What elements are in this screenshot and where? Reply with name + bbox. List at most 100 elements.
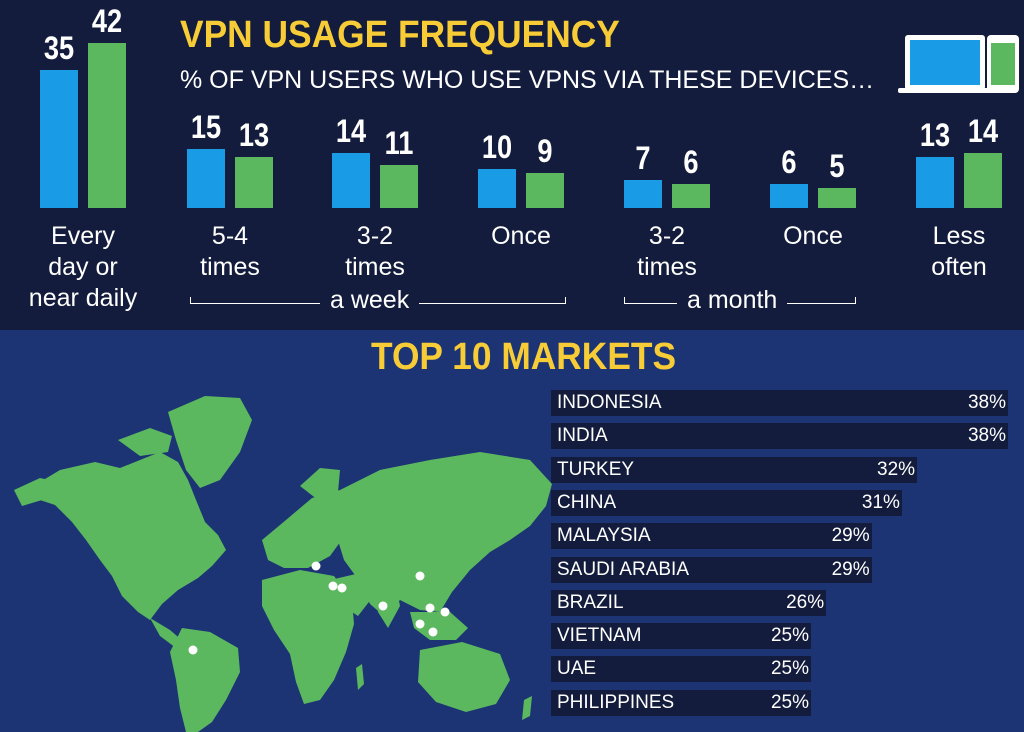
market-percent: 25% — [770, 625, 809, 647]
bar-computer-1 — [187, 149, 225, 208]
market-name: UAE — [557, 658, 597, 680]
market-marker — [188, 645, 198, 655]
bar-value-label: 6 — [781, 144, 797, 181]
market-marker — [311, 561, 321, 571]
bar-value-label: 42 — [91, 2, 123, 39]
bar-value-label: 6 — [683, 144, 699, 181]
market-name: VIETNAM — [557, 625, 642, 647]
market-bar — [551, 556, 872, 583]
category-label: Once — [783, 222, 843, 250]
bar-mobile-2 — [380, 164, 418, 208]
bar-computer-6 — [916, 156, 954, 208]
market-marker — [415, 619, 425, 629]
market-marker — [428, 627, 438, 637]
chart-subtitle: % OF VPN USERS WHO USE VPNS VIA THESE DE… — [180, 66, 875, 94]
category-label: 3-2 times — [637, 222, 697, 281]
market-marker — [378, 601, 388, 611]
market-percent: 25% — [770, 658, 809, 680]
market-bar — [551, 623, 811, 650]
market-bar — [551, 589, 827, 616]
greenland-shape — [168, 396, 252, 488]
category-label: 5-4 times — [200, 222, 260, 281]
bar-value-label: 15 — [190, 109, 222, 146]
bar-mobile-3 — [526, 172, 564, 208]
asia-shape — [336, 452, 552, 616]
southeast-asia-shape — [410, 612, 468, 640]
bar-value-label: 10 — [481, 128, 513, 165]
bar-mobile-4 — [672, 184, 710, 208]
chart-title: VPN USAGE FREQUENCY — [180, 14, 620, 56]
markets-title: TOP 10 MARKETS — [371, 336, 677, 378]
market-markers — [188, 561, 450, 655]
frequency-panel — [0, 0, 1024, 330]
market-name: TURKEY — [557, 458, 635, 480]
market-bar — [551, 489, 902, 516]
south-america-shape — [170, 628, 240, 732]
market-marker — [440, 607, 450, 617]
week-bracket-label: a week — [320, 286, 420, 315]
bar-value-label: 5 — [829, 148, 845, 185]
bar-value-label: 9 — [537, 132, 553, 169]
market-name: CHINA — [557, 491, 617, 513]
month-bracket-label: a month — [677, 286, 788, 315]
bar-computer-2 — [332, 152, 370, 208]
market-percent: 26% — [786, 591, 825, 613]
phone-icon — [987, 35, 1019, 93]
bar-mobile-5 — [818, 188, 856, 208]
category-label: Less often — [931, 222, 987, 281]
bar-mobile-6 — [964, 152, 1002, 208]
bar-computer-5 — [770, 184, 808, 208]
bar-value-label: 13 — [238, 116, 270, 153]
market-marker — [425, 603, 435, 613]
japan-shape — [470, 526, 484, 560]
bar-mobile-0 — [88, 42, 126, 208]
market-percent: 38% — [967, 392, 1006, 413]
canada-islands-shape — [118, 428, 172, 456]
market-bar — [551, 456, 918, 483]
new-zealand-shape — [522, 696, 532, 720]
laptop-icon — [898, 35, 992, 93]
europe-shape — [262, 490, 356, 568]
madagascar-shape — [356, 664, 364, 690]
north-america-shape — [30, 452, 226, 620]
category-label: Once — [491, 222, 551, 250]
market-bar — [551, 390, 1008, 416]
market-percent: 38% — [967, 425, 1006, 447]
market-marker — [415, 571, 425, 581]
central-america-shape — [150, 618, 184, 648]
category-label: 3-2 times — [345, 222, 405, 281]
scandinavia-shape — [300, 468, 340, 500]
bar-value-label: 14 — [967, 112, 999, 149]
bar-value-label: 13 — [919, 116, 951, 153]
market-percent: 29% — [831, 558, 870, 580]
market-percent: 29% — [831, 525, 870, 547]
market-percent: 25% — [770, 691, 809, 713]
device-legend — [898, 35, 1019, 93]
bar-value-label: 14 — [335, 112, 367, 149]
market-percent: 32% — [877, 458, 916, 480]
bar-value-label: 11 — [384, 124, 414, 161]
market-percent: 31% — [861, 491, 900, 513]
bar-value-label: 35 — [43, 30, 75, 67]
market-name: BRAZIL — [557, 591, 624, 613]
market-marker — [328, 581, 338, 591]
bar-value-label: 7 — [635, 140, 651, 177]
world-map-land — [14, 396, 552, 732]
market-bar — [551, 656, 811, 683]
alaska-shape — [14, 478, 58, 506]
market-bar — [551, 423, 1008, 450]
africa-shape — [262, 570, 354, 704]
australia-shape — [418, 642, 510, 712]
market-name: INDONESIA — [557, 392, 662, 413]
bar-computer-3 — [478, 168, 516, 208]
bar-computer-4 — [624, 180, 662, 208]
category-label: Every day or near daily — [28, 222, 138, 312]
market-marker — [337, 583, 347, 593]
bar-computer-0 — [40, 70, 78, 208]
market-name: INDIA — [557, 425, 608, 447]
bar-mobile-1 — [235, 156, 273, 208]
market-name: SAUDI ARABIA — [557, 558, 689, 580]
market-bar — [551, 689, 811, 716]
market-name: MALAYSIA — [557, 525, 651, 547]
